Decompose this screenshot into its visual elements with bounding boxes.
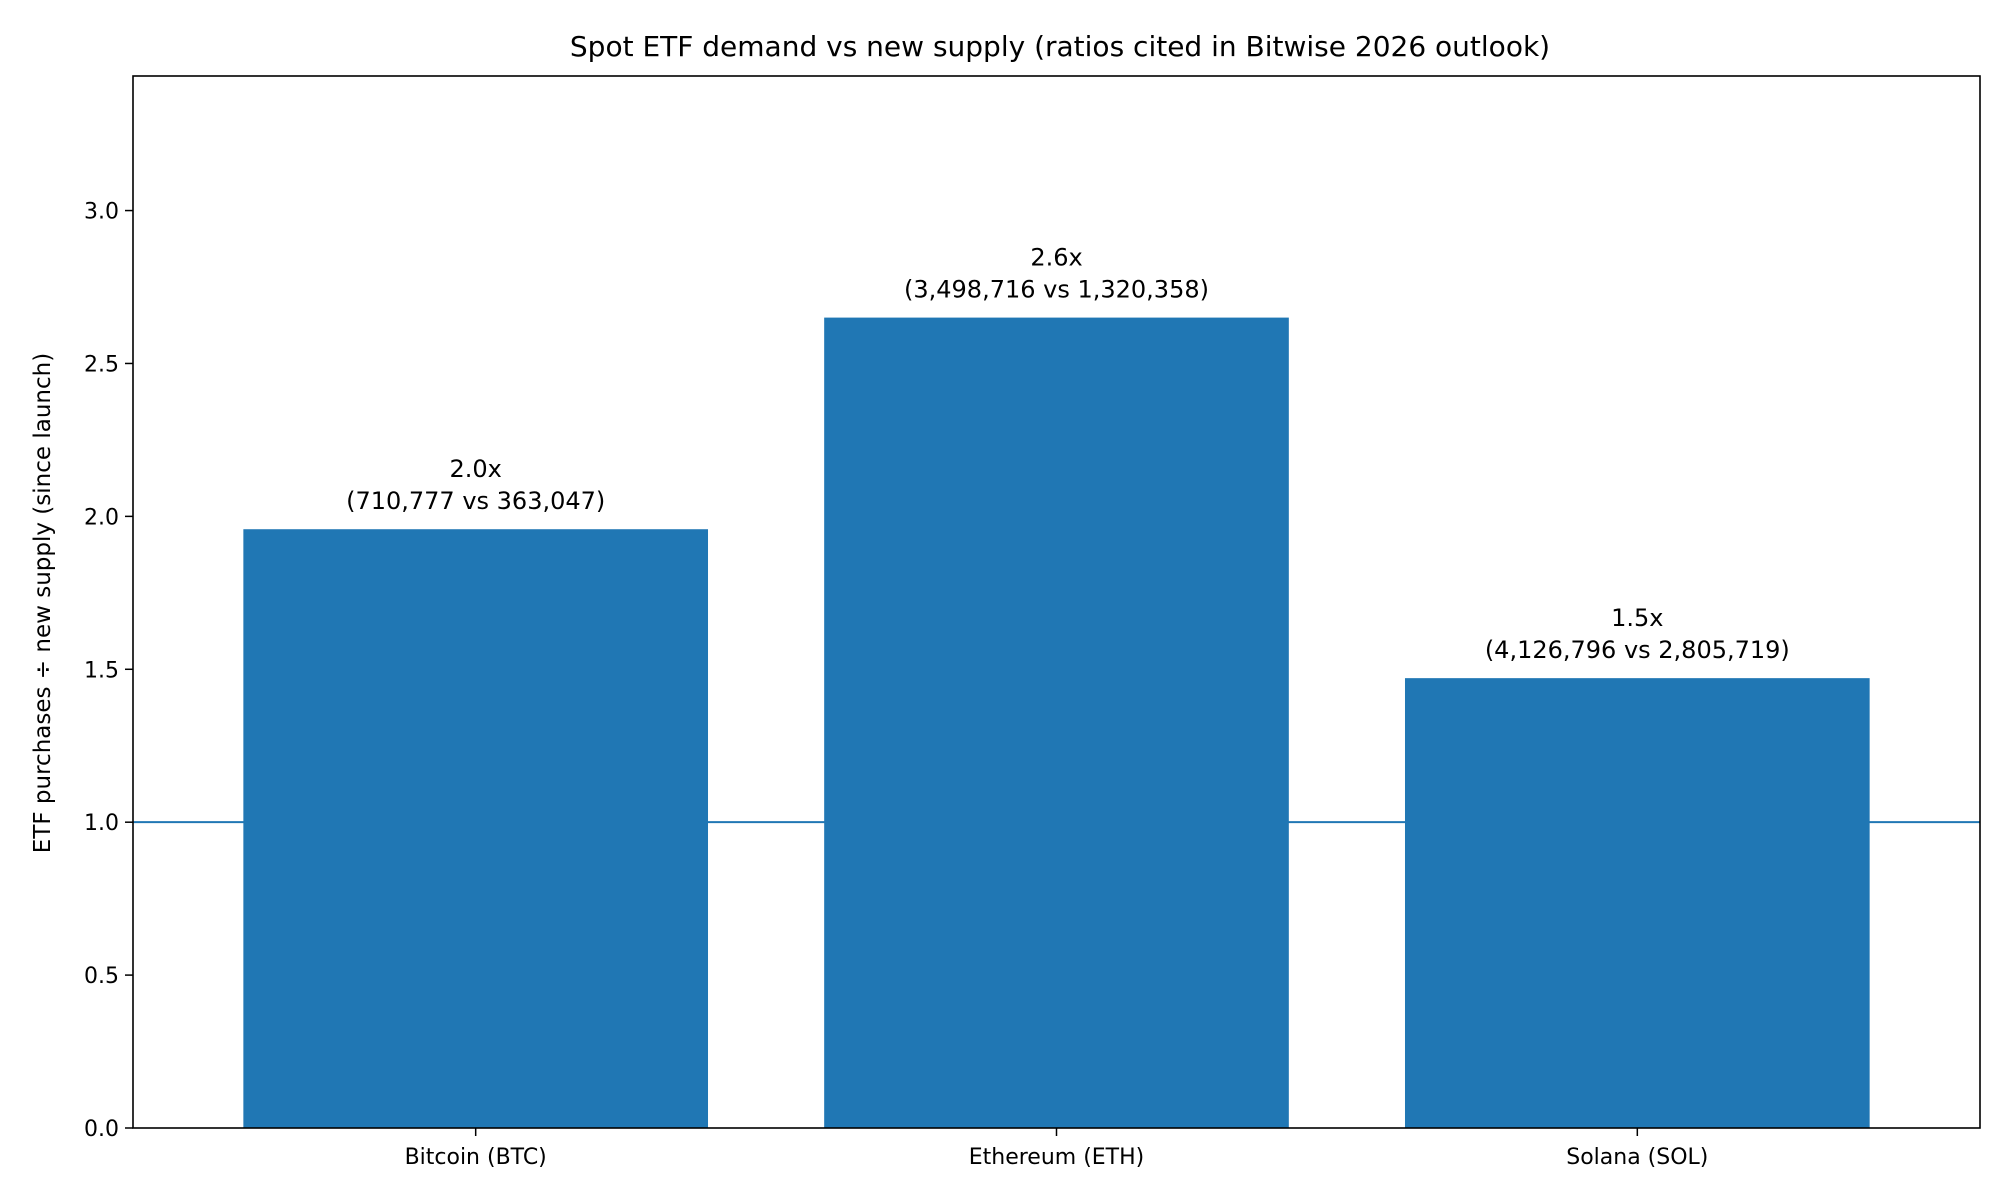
x-tick-label: Bitcoin (BTC): [405, 1145, 547, 1170]
y-tick-label: 0.0: [84, 1117, 119, 1142]
y-tick-label: 3.0: [84, 200, 119, 225]
bar-value-label: 2.0x: [449, 455, 501, 483]
chart-title: Spot ETF demand vs new supply (ratios ci…: [570, 30, 1550, 63]
y-tick-label: 0.5: [84, 964, 119, 989]
bar-value-label: 1.5x: [1611, 604, 1663, 632]
x-tick-label: Solana (SOL): [1566, 1145, 1708, 1170]
y-axis-label: ETF purchases ÷ new supply (since launch…: [30, 353, 56, 853]
bar-detail-label: (710,777 vs 363,047): [346, 487, 605, 515]
bar: [1404, 678, 1870, 1128]
bar-value-label: 2.6x: [1030, 244, 1082, 272]
y-tick-label: 2.0: [84, 505, 119, 530]
x-tick-label: Ethereum (ETH): [969, 1145, 1145, 1170]
bar-detail-label: (3,498,716 vs 1,320,358): [904, 276, 1209, 304]
y-tick-label: 2.5: [84, 352, 119, 377]
y-tick-label: 1.0: [84, 811, 119, 836]
bar: [243, 529, 709, 1128]
y-tick-label: 1.5: [84, 658, 119, 683]
bar: [824, 317, 1289, 1128]
bar-detail-label: (4,126,796 vs 2,805,719): [1485, 636, 1790, 664]
plot-area: 2.0x (710,777 vs 363,047) 2.6x (3,498,716 v…: [84, 75, 1981, 1170]
